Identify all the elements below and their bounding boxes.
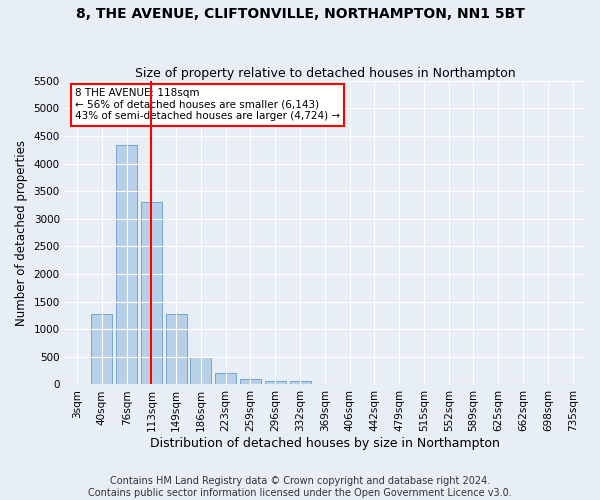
Bar <box>240 380 261 384</box>
Bar <box>141 202 162 384</box>
Bar <box>166 314 187 384</box>
Bar <box>290 382 311 384</box>
X-axis label: Distribution of detached houses by size in Northampton: Distribution of detached houses by size … <box>150 437 500 450</box>
Bar <box>265 380 286 384</box>
Text: 8, THE AVENUE, CLIFTONVILLE, NORTHAMPTON, NN1 5BT: 8, THE AVENUE, CLIFTONVILLE, NORTHAMPTON… <box>76 8 524 22</box>
Bar <box>91 314 112 384</box>
Bar <box>190 358 211 384</box>
Text: Contains HM Land Registry data © Crown copyright and database right 2024.
Contai: Contains HM Land Registry data © Crown c… <box>88 476 512 498</box>
Bar <box>116 146 137 384</box>
Text: 8 THE AVENUE: 118sqm
← 56% of detached houses are smaller (6,143)
43% of semi-de: 8 THE AVENUE: 118sqm ← 56% of detached h… <box>75 88 340 122</box>
Title: Size of property relative to detached houses in Northampton: Size of property relative to detached ho… <box>134 66 515 80</box>
Bar <box>215 372 236 384</box>
Y-axis label: Number of detached properties: Number of detached properties <box>15 140 28 326</box>
